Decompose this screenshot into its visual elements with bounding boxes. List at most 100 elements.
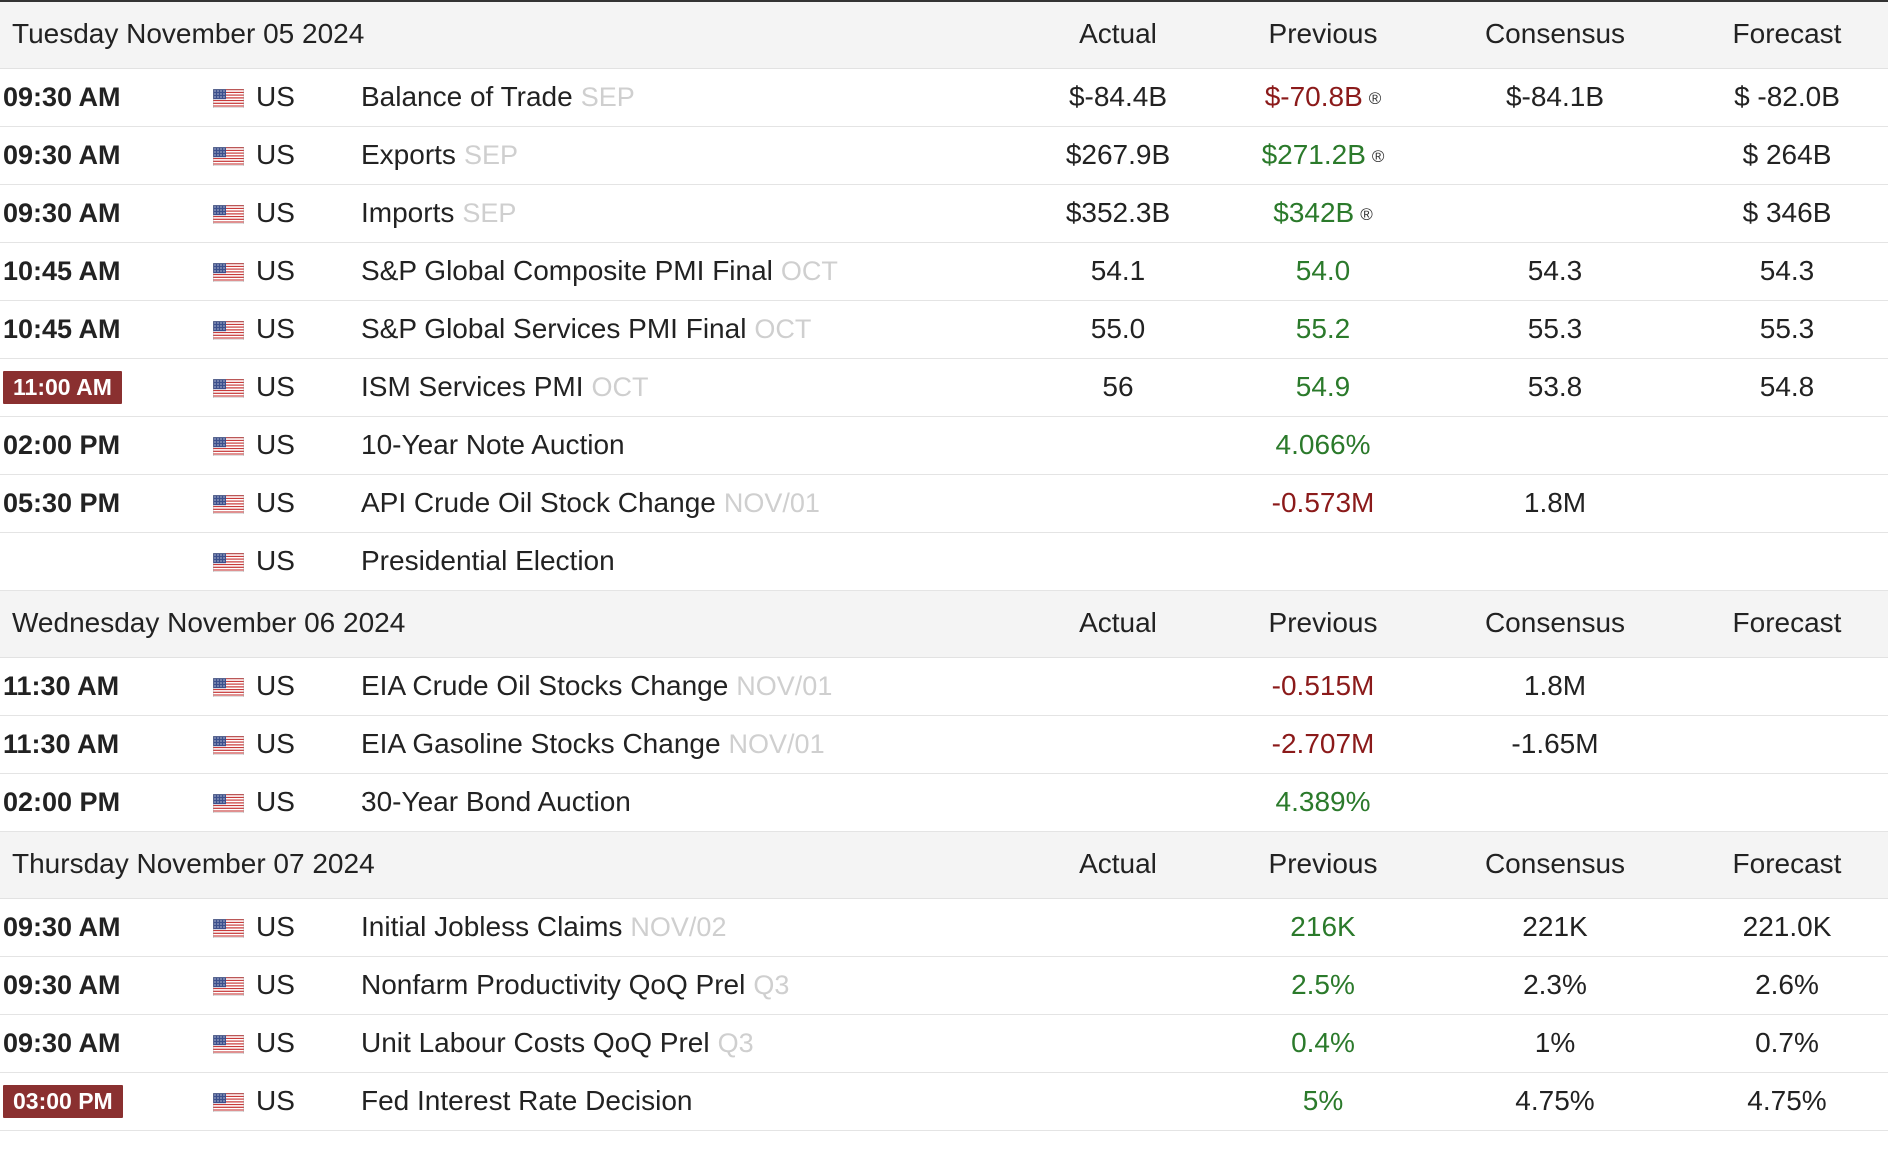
us-flag-icon <box>212 976 245 997</box>
event-country: US <box>256 81 295 112</box>
event-row[interactable]: 10:45 AM US S&P Global Composite PMI Final… <box>0 243 1888 301</box>
event-reference-period: NOV/01 <box>723 488 820 518</box>
column-header-actual[interactable]: Actual <box>1079 848 1157 879</box>
event-row[interactable]: 11:30 AM US EIA Crude Oil Stocks Change NOV… <box>0 658 1888 716</box>
event-name: Presidential Election <box>361 545 615 576</box>
event-reference-period: SEP <box>463 140 518 170</box>
event-row[interactable]: 11:00 AM US ISM Services PMI OCT 56 54.9 53.8 5… <box>0 359 1888 417</box>
event-consensus: 53.8 <box>1527 371 1583 402</box>
event-reference-period: SEP <box>580 82 635 112</box>
event-time: 11:30 AM <box>3 729 120 759</box>
event-name-link[interactable]: Exports SEP <box>361 127 518 183</box>
event-row[interactable]: 09:30 AM US Imports SEP $352.3B $342B ® $ 346B <box>0 185 1888 243</box>
event-time: 11:30 AM <box>3 671 120 701</box>
us-flag-icon <box>212 378 245 399</box>
event-time: 09:30 AM <box>3 82 121 112</box>
event-name-link[interactable]: Fed Interest Rate Decision <box>361 1073 693 1129</box>
column-header-actual[interactable]: Actual <box>1079 607 1157 638</box>
event-country: US <box>256 728 295 759</box>
event-time: 09:30 AM <box>3 912 121 942</box>
event-name-link[interactable]: 10-Year Note Auction <box>361 417 625 473</box>
event-row[interactable]: 09:30 AM US Initial Jobless Claims NOV/02 21… <box>0 899 1888 957</box>
column-header-previous[interactable]: Previous <box>1268 607 1378 638</box>
event-previous-value: 0.4% <box>1291 1027 1355 1058</box>
column-header-forecast[interactable]: Forecast <box>1732 848 1842 879</box>
event-name: S&P Global Composite PMI Final <box>361 255 773 286</box>
column-header-previous[interactable]: Previous <box>1268 18 1378 49</box>
us-flag-icon <box>212 552 245 573</box>
us-flag-icon <box>212 88 245 109</box>
us-flag-icon <box>212 918 245 939</box>
event-row[interactable]: 09:30 AM US Unit Labour Costs QoQ Prel Q3 0.… <box>0 1015 1888 1073</box>
event-name-link[interactable]: EIA Crude Oil Stocks Change NOV/01 <box>361 658 832 714</box>
event-row[interactable]: 05:30 PM US API Crude Oil Stock Change NOV/… <box>0 475 1888 533</box>
event-name: API Crude Oil Stock Change <box>361 487 716 518</box>
event-forecast: 4.75% <box>1747 1085 1827 1116</box>
day-title: Tuesday November 05 2024 <box>12 18 365 49</box>
event-name: Balance of Trade <box>361 81 573 112</box>
event-name-link[interactable]: 30-Year Bond Auction <box>361 774 631 830</box>
column-header-actual[interactable]: Actual <box>1079 18 1157 49</box>
event-row[interactable]: 09:30 AM US Nonfarm Productivity QoQ Prel Q… <box>0 957 1888 1015</box>
event-previous: $271.2B ® <box>1223 127 1423 185</box>
day-header: Wednesday November 06 2024 Actual Previous… <box>0 591 1888 658</box>
event-time: 09:30 AM <box>3 1028 121 1058</box>
us-flag-icon <box>212 262 245 283</box>
event-name-link[interactable]: Imports SEP <box>361 185 516 241</box>
event-reference-period: NOV/02 <box>630 912 727 942</box>
event-name-link[interactable]: Balance of Trade SEP <box>361 69 635 125</box>
event-actual: 54.1 <box>1090 255 1146 286</box>
event-name: Unit Labour Costs QoQ Prel <box>361 1027 710 1058</box>
event-row[interactable]: US Presidential Election <box>0 533 1888 591</box>
event-actual: $-84.4B <box>1068 81 1168 112</box>
event-name-link[interactable]: EIA Gasoline Stocks Change NOV/01 <box>361 716 825 772</box>
event-previous-value: 4.389% <box>1275 786 1371 817</box>
event-name-link[interactable]: S&P Global Services PMI Final OCT <box>361 301 811 357</box>
event-name-link[interactable]: S&P Global Composite PMI Final OCT <box>361 243 838 299</box>
event-name: S&P Global Services PMI Final <box>361 313 747 344</box>
column-header-consensus[interactable]: Consensus <box>1484 607 1626 638</box>
event-consensus: 221K <box>1522 911 1588 942</box>
event-name-link[interactable]: Presidential Election <box>361 533 615 589</box>
event-name-link[interactable]: Initial Jobless Claims NOV/02 <box>361 899 726 955</box>
event-consensus: 2.3% <box>1523 969 1587 1000</box>
column-header-consensus[interactable]: Consensus <box>1484 848 1626 879</box>
event-name: 10-Year Note Auction <box>361 429 625 460</box>
event-forecast: 54.8 <box>1759 371 1815 402</box>
event-time: 11:00 AM <box>3 371 122 404</box>
event-previous-value: $-70.8B <box>1264 81 1363 112</box>
event-previous: -0.515M <box>1223 658 1423 714</box>
event-row[interactable]: 11:30 AM US EIA Gasoline Stocks Change NOV/… <box>0 716 1888 774</box>
column-header-forecast[interactable]: Forecast <box>1732 18 1842 49</box>
event-forecast: 55.3 <box>1759 313 1815 344</box>
event-reference-period: NOV/01 <box>728 729 825 759</box>
event-actual: $267.9B <box>1065 139 1171 170</box>
event-row[interactable]: 09:30 AM US Balance of Trade SEP $-84.4B $-70… <box>0 69 1888 127</box>
us-flag-icon <box>212 494 245 515</box>
event-name: Imports <box>361 197 455 228</box>
column-header-previous[interactable]: Previous <box>1268 848 1378 879</box>
revised-icon: ® <box>1360 204 1373 224</box>
event-name-link[interactable]: API Crude Oil Stock Change NOV/01 <box>361 475 820 531</box>
event-row[interactable]: 09:30 AM US Exports SEP $267.9B $271.2B ® $ 264… <box>0 127 1888 185</box>
event-row[interactable]: 02:00 PM US 30-Year Bond Auction 4.389% <box>0 774 1888 832</box>
event-name-link[interactable]: Nonfarm Productivity QoQ Prel Q3 <box>361 957 789 1013</box>
event-time: 10:45 AM <box>3 256 121 286</box>
us-flag-icon <box>212 1092 245 1113</box>
event-row[interactable]: 02:00 PM US 10-Year Note Auction 4.066% <box>0 417 1888 475</box>
event-row[interactable]: 10:45 AM US S&P Global Services PMI Final O… <box>0 301 1888 359</box>
event-time: 10:45 AM <box>3 314 121 344</box>
event-name-link[interactable]: ISM Services PMI OCT <box>361 359 648 415</box>
us-flag-icon <box>212 204 245 225</box>
event-reference-period: Q3 <box>717 1028 754 1058</box>
event-row[interactable]: 03:00 PM US Fed Interest Rate Decision 5% 4.… <box>0 1073 1888 1131</box>
event-name-link[interactable]: Unit Labour Costs QoQ Prel Q3 <box>361 1015 754 1071</box>
revised-icon: ® <box>1368 88 1382 108</box>
column-header-forecast[interactable]: Forecast <box>1732 607 1842 638</box>
column-header-consensus[interactable]: Consensus <box>1484 18 1626 49</box>
us-flag-icon <box>212 793 245 814</box>
event-consensus: 1% <box>1534 1027 1576 1058</box>
event-previous: 216K <box>1223 899 1423 955</box>
event-consensus: -1.65M <box>1511 728 1599 759</box>
